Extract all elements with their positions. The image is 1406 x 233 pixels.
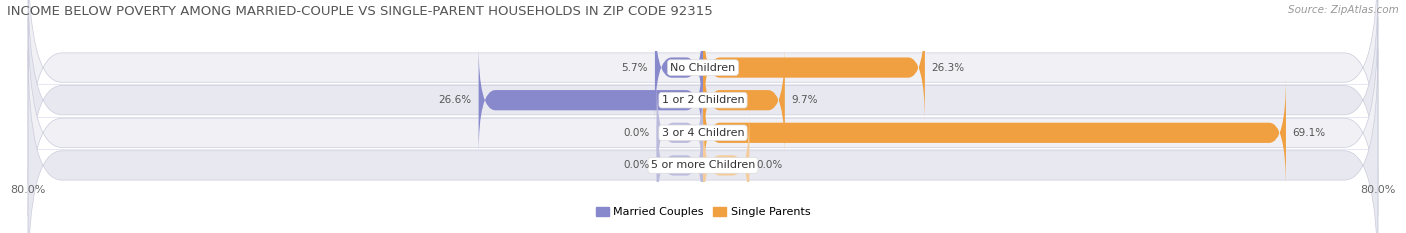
FancyBboxPatch shape — [703, 110, 749, 221]
FancyBboxPatch shape — [28, 0, 1378, 216]
FancyBboxPatch shape — [703, 78, 1286, 188]
Text: 0.0%: 0.0% — [756, 161, 782, 170]
FancyBboxPatch shape — [28, 50, 1378, 233]
Text: 26.3%: 26.3% — [932, 63, 965, 72]
FancyBboxPatch shape — [478, 45, 703, 155]
Text: 0.0%: 0.0% — [624, 161, 650, 170]
FancyBboxPatch shape — [655, 12, 703, 123]
Legend: Married Couples, Single Parents: Married Couples, Single Parents — [592, 203, 814, 222]
Text: 3 or 4 Children: 3 or 4 Children — [662, 128, 744, 138]
Text: 1 or 2 Children: 1 or 2 Children — [662, 95, 744, 105]
Text: No Children: No Children — [671, 63, 735, 72]
Text: Source: ZipAtlas.com: Source: ZipAtlas.com — [1288, 5, 1399, 15]
FancyBboxPatch shape — [28, 17, 1378, 233]
Text: INCOME BELOW POVERTY AMONG MARRIED-COUPLE VS SINGLE-PARENT HOUSEHOLDS IN ZIP COD: INCOME BELOW POVERTY AMONG MARRIED-COUPL… — [7, 5, 713, 18]
Text: 9.7%: 9.7% — [792, 95, 818, 105]
Text: 5.7%: 5.7% — [621, 63, 648, 72]
FancyBboxPatch shape — [657, 110, 703, 221]
FancyBboxPatch shape — [657, 78, 703, 188]
FancyBboxPatch shape — [703, 45, 785, 155]
FancyBboxPatch shape — [703, 12, 925, 123]
Text: 5 or more Children: 5 or more Children — [651, 161, 755, 170]
Text: 69.1%: 69.1% — [1292, 128, 1326, 138]
Text: 26.6%: 26.6% — [439, 95, 472, 105]
Text: 0.0%: 0.0% — [624, 128, 650, 138]
FancyBboxPatch shape — [28, 0, 1378, 183]
